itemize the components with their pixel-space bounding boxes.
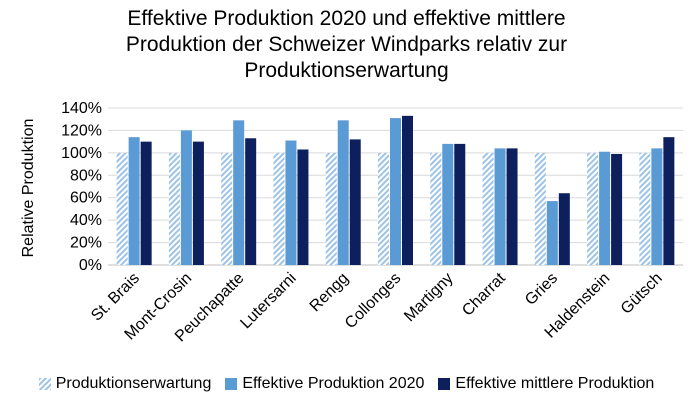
y-tick-label: 100% <box>61 145 102 162</box>
bar-effektive-mittlere-produktion <box>454 143 466 265</box>
chart-title-line-3: Produktionserwartung <box>244 59 449 82</box>
bar-effektive-produktion-2020 <box>494 148 506 265</box>
x-tick-label: Lutersarni <box>237 270 299 332</box>
chart-title-line-1: Effektive Produktion 2020 und effektive … <box>127 7 566 30</box>
bar-effektive-produktion-2020 <box>233 120 245 265</box>
x-tick-label: Collonges <box>342 270 404 332</box>
legend-label: Produktionserwartung <box>55 375 212 392</box>
y-tick-label: 120% <box>61 122 102 139</box>
legend-item-effektive-produktion-2020: Effektive Produktion 2020 <box>225 375 424 393</box>
legend-label: Effektive Produktion 2020 <box>242 375 425 392</box>
y-tick-label: 0% <box>79 257 102 274</box>
bar-effektive-mittlere-produktion <box>506 148 518 265</box>
bar-effektive-mittlere-produktion <box>663 137 675 265</box>
bar-effektive-produktion-2020 <box>651 148 663 265</box>
bar-produktionserwartung <box>273 152 285 265</box>
bar-effektive-produktion-2020 <box>546 201 558 265</box>
chart-title-line-2: Produktion der Schweizer Windparks relat… <box>125 33 568 56</box>
legend: Produktionserwartung Effektive Produktio… <box>0 374 693 394</box>
x-tick-label: Gütsch <box>618 270 666 318</box>
bar-effektive-mittlere-produktion <box>611 153 623 265</box>
y-tick-label: 60% <box>70 190 102 207</box>
bar-produktionserwartung <box>168 152 180 265</box>
chart-title: Effektive Produktion 2020 und effektive … <box>0 6 693 84</box>
bar-effektive-mittlere-produktion <box>349 139 361 265</box>
y-tick-label: 20% <box>70 235 102 252</box>
y-axis-ticks: 0% 20% 40% 60% 80% 100% 120% 140% <box>61 100 102 274</box>
legend-label: Effektive mittlere Produktion <box>455 375 655 392</box>
x-axis-ticks: St. BraisMont-CrosinPeuchapatteLutersarn… <box>88 269 666 345</box>
x-tick-label: Rengg <box>307 270 352 315</box>
y-tick-label: 40% <box>70 212 102 229</box>
bar-produktionserwartung <box>430 152 442 265</box>
bar-produktionserwartung <box>221 152 233 265</box>
legend-swatch-dark-blue <box>438 378 451 390</box>
bars <box>116 115 675 265</box>
bar-effektive-mittlere-produktion <box>558 193 570 265</box>
bar-produktionserwartung <box>378 152 389 265</box>
bar-produktionserwartung <box>482 152 494 265</box>
bar-effektive-mittlere-produktion <box>245 138 257 265</box>
bar-produktionserwartung <box>639 152 651 265</box>
legend-item-produktionserwartung: Produktionserwartung <box>38 375 212 393</box>
bar-produktionserwartung <box>116 152 128 265</box>
x-tick-label: St. Brais <box>88 270 143 325</box>
x-tick-label: Gries <box>522 270 561 309</box>
bar-produktionserwartung <box>325 152 337 265</box>
bar-effektive-mittlere-produktion <box>140 141 152 265</box>
bar-effektive-produktion-2020 <box>337 120 349 265</box>
y-tick-label: 80% <box>70 167 102 184</box>
bar-effektive-produktion-2020 <box>180 130 192 265</box>
bar-effektive-produktion-2020 <box>285 140 297 265</box>
bar-produktionserwartung <box>534 152 546 265</box>
bar-effektive-produktion-2020 <box>599 151 611 265</box>
bar-produktionserwartung <box>587 152 599 265</box>
legend-swatch-hatched <box>38 378 51 390</box>
bar-effektive-mittlere-produktion <box>297 149 309 265</box>
legend-item-effektive-mittlere-produktion: Effektive mittlere Produktion <box>438 375 654 393</box>
y-axis-label: Relative Produktion <box>20 119 37 258</box>
legend-swatch-light-blue <box>225 378 238 390</box>
bar-effektive-produktion-2020 <box>128 137 140 265</box>
x-tick-label: Martigny <box>401 270 456 325</box>
bar-effektive-produktion-2020 <box>442 143 454 265</box>
y-tick-label: 140% <box>61 100 102 117</box>
bar-effektive-mittlere-produktion <box>402 115 413 265</box>
bar-effektive-produktion-2020 <box>390 118 401 265</box>
x-tick-label: Charrat <box>459 269 509 319</box>
bar-effektive-mittlere-produktion <box>192 141 204 265</box>
